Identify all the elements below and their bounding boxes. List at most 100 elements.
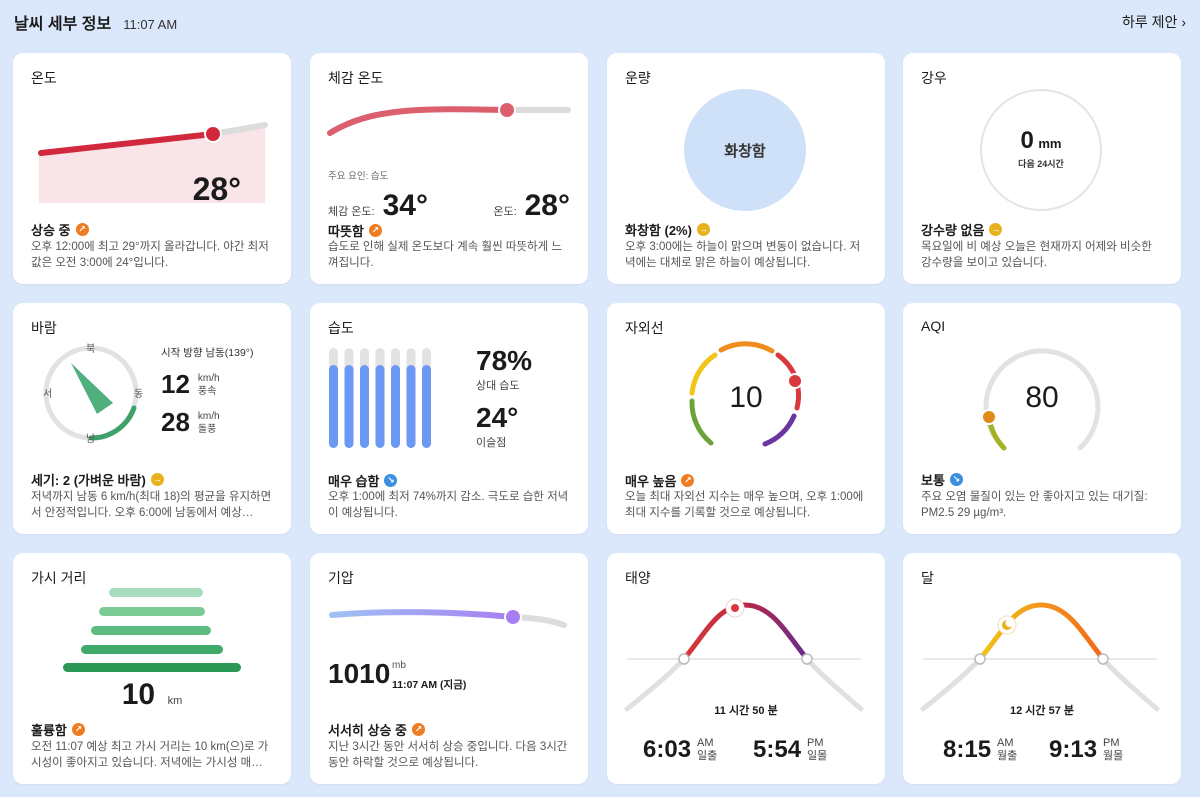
summary: 훌륭함 ↗ xyxy=(31,720,85,739)
humidity-bar xyxy=(360,365,369,448)
aqi-card[interactable]: AQI 80 보통 ↘ 주요 오염 물질이 있는 안 좋아지고 있는 대기질: P… xyxy=(903,303,1181,534)
summary: 매우 습함 ↘ xyxy=(328,471,398,490)
visibility-card[interactable]: 가시 거리 10 km 훌륭함 ↗ 오전 11:07 예상 최고 가시 거리는 1… xyxy=(13,553,291,784)
description: 목요일에 비 예상 오늘은 현재까지 어제와 비슷한 강수량을 보이고 있습니다… xyxy=(921,241,1152,269)
trend-up-icon: ↗ xyxy=(681,474,695,487)
trend-flat-icon: → xyxy=(989,223,1003,236)
wind-speed-label: 풍속 xyxy=(197,385,217,397)
compass-east: 동 xyxy=(134,389,144,400)
description: 오후 1:00에 최저 74%까지 감소. 극도로 습한 저녁이 예상됩니다. xyxy=(328,491,569,519)
visibility-value: 10 xyxy=(121,678,156,711)
precipitation-period: 다음 24시간 xyxy=(1018,159,1064,169)
factor-text: 주요 요인: 습도 xyxy=(328,171,389,182)
temperature-value: 28° xyxy=(192,171,241,207)
card-title: 강우 xyxy=(921,70,947,86)
feels-like-marker xyxy=(498,101,516,119)
moonrise-ampm: AM xyxy=(997,737,1014,749)
moonset: 9:13 PM 월몰 xyxy=(1049,736,1123,764)
summary: 보통 ↘ xyxy=(921,470,963,489)
sunrise-ampm: AM xyxy=(697,737,714,749)
feels-like-chart xyxy=(327,101,571,136)
dew-point-value: 24° xyxy=(476,402,519,433)
moon-card[interactable]: 달 12 시간 57 분 8:15 AM 월출 9:13 PM 월몰 xyxy=(903,553,1181,784)
uv-gauge xyxy=(689,341,803,447)
sunrise-label: 일출 xyxy=(697,750,718,762)
uv-value: 10 xyxy=(729,381,763,414)
description: 오후 12:00에 최고 29°까지 올라갑니다. 야간 최저값은 오전 3:0… xyxy=(31,241,269,269)
aqi-gauge xyxy=(981,348,1101,451)
actual-temp-reading: 온도: 28° xyxy=(493,189,570,223)
compass-west: 서 xyxy=(43,389,53,400)
cloud-cover-circle: 화창함 xyxy=(684,89,806,211)
precipitation-card[interactable]: 강우 0 mm 다음 24시간 강수량 없음 → 목요일에 비 예상 오늘은 현재… xyxy=(903,53,1181,284)
visibility-chart xyxy=(63,588,241,672)
summary: 서서히 상승 중 ↗ xyxy=(328,720,425,739)
humidity-value: 78% xyxy=(476,345,533,376)
sunset-ampm: PM xyxy=(807,737,824,749)
visibility-reading: 10 km xyxy=(13,678,291,712)
sun-card[interactable]: 태양 11 시간 50 분 6:03 AM 일출 5:54 PM 일몰 xyxy=(607,553,885,784)
moonset-ampm: PM xyxy=(1103,737,1120,749)
cloud-cover-center: 화창함 xyxy=(724,142,766,160)
wind-direction-arrow xyxy=(71,363,113,414)
humidity-bar xyxy=(329,365,338,448)
trend-flat-icon: → xyxy=(150,473,164,486)
description: 오후 3:00에는 하늘이 맑으며 변동이 없습니다. 저녁에는 대체로 맑은 … xyxy=(625,241,861,269)
description: 습도로 인해 실제 온도보다 계속 훨씬 따뜻하게 느껴집니다. xyxy=(328,241,562,269)
card-title: 자외선 xyxy=(625,320,664,336)
moonrise: 8:15 AM 월출 xyxy=(943,736,1017,764)
pressure-value: 1010 xyxy=(328,658,391,689)
sunrise-time: 6:03 xyxy=(643,736,692,763)
trend-up-icon: ↗ xyxy=(75,223,89,236)
humidity-bar xyxy=(422,365,431,448)
compass-north: 북 xyxy=(86,344,96,355)
card-title: 기압 xyxy=(328,570,354,586)
sunset-label: 일몰 xyxy=(807,750,828,762)
feels-like-reading: 체감 온도: 34° xyxy=(328,189,428,223)
header: 날씨 세부 정보 11:07 AM xyxy=(14,10,178,33)
sunrise: 6:03 AM 일출 xyxy=(643,736,717,764)
daily-suggestion-link[interactable]: 하루 제안 › xyxy=(1122,12,1186,32)
humidity-label: 상대 습도 xyxy=(476,380,520,392)
trend-up-icon: ↗ xyxy=(368,224,382,237)
aqi-value: 80 xyxy=(1025,381,1059,414)
card-title: 온도 xyxy=(31,70,57,86)
humidity-bar xyxy=(391,365,400,448)
temperature-card[interactable]: 온도 28° 상승 중 ↗ 오후 12:00에 최고 29°까지 올라갑니다. 야… xyxy=(13,53,291,284)
card-title: 달 xyxy=(921,570,934,586)
precipitation-reading: 0 mm 다음 24시간 xyxy=(980,127,1102,170)
description: 오전 11:07 예상 최고 가시 거리는 10 km(으)로 가시성이 좋아지… xyxy=(31,741,269,769)
description: 저녁까지 남동 6 km/h(최대 18)의 평균을 유지하면서 안정적입니다.… xyxy=(31,491,272,519)
moon-duration: 12 시간 57 분 xyxy=(1010,705,1074,717)
card-title: 태양 xyxy=(625,570,651,586)
sunset-time: 5:54 xyxy=(753,736,802,763)
moonset-time: 9:13 xyxy=(1049,736,1098,763)
pressure-time: 11:07 AM (지금) xyxy=(392,679,467,691)
humidity-bar xyxy=(344,365,354,448)
feels-like-card[interactable]: 체감 온도 주요 요인: 습도 체감 온도: 34° 온도: 28° 따뜻함 ↗ … xyxy=(310,53,588,284)
moonrise-time: 8:15 xyxy=(943,736,992,763)
pressure-card[interactable]: 기압 1010 mb 11:07 AM (지금) 서서히 상승 중 ↗ 지난 3시… xyxy=(310,553,588,784)
precipitation-value: 0 xyxy=(1020,127,1034,154)
wind-gust-unit: km/h xyxy=(197,410,220,422)
summary: 강수량 없음 → xyxy=(921,223,1003,238)
wind-gust: 28 km/h 돌풍 xyxy=(161,407,220,438)
humidity-card[interactable]: 습도 78% 상대 습도 24° 이슬점 매우 습함 ↘ 오후 1:00에 최저 … xyxy=(310,303,588,534)
pressure-marker xyxy=(504,608,522,626)
actual-temp-label: 온도: xyxy=(493,206,517,218)
precipitation-unit: mm xyxy=(1038,136,1062,151)
daylight-duration: 11 시간 50 분 xyxy=(714,705,778,717)
visibility-unit: km xyxy=(167,695,183,707)
wind-speed: 12 km/h 풍속 xyxy=(161,369,220,400)
summary: 화창함 (2%) → xyxy=(625,223,710,238)
cloud-cover-card[interactable]: 운량 화창함 화창함 (2%) → 오후 3:00에는 하늘이 맑으며 변동이 없… xyxy=(607,53,885,284)
moonset-label: 월몰 xyxy=(1103,750,1124,762)
description: 오늘 최대 자외선 지수는 매우 높으며, 오후 1:00에 최대 지수를 기록… xyxy=(625,491,864,519)
header-time: 11:07 AM xyxy=(123,17,178,32)
uv-card[interactable]: 자외선 10 매우 높음 ↗ 오늘 최대 자외선 지수는 매우 높으며, 오후 1… xyxy=(607,303,885,534)
wind-speed-value: 12 xyxy=(161,369,190,399)
wind-speed-unit: km/h xyxy=(197,372,220,384)
description: 지난 3시간 동안 서서히 상승 중입니다. 다음 3시간 동안 하락할 것으로… xyxy=(328,741,568,769)
wind-card[interactable]: 바람 북 남 동 서 시작 방향 남동(139°) 12 km/h 풍속 28 k… xyxy=(13,303,291,534)
dew-point-label: 이슬점 xyxy=(476,437,507,449)
